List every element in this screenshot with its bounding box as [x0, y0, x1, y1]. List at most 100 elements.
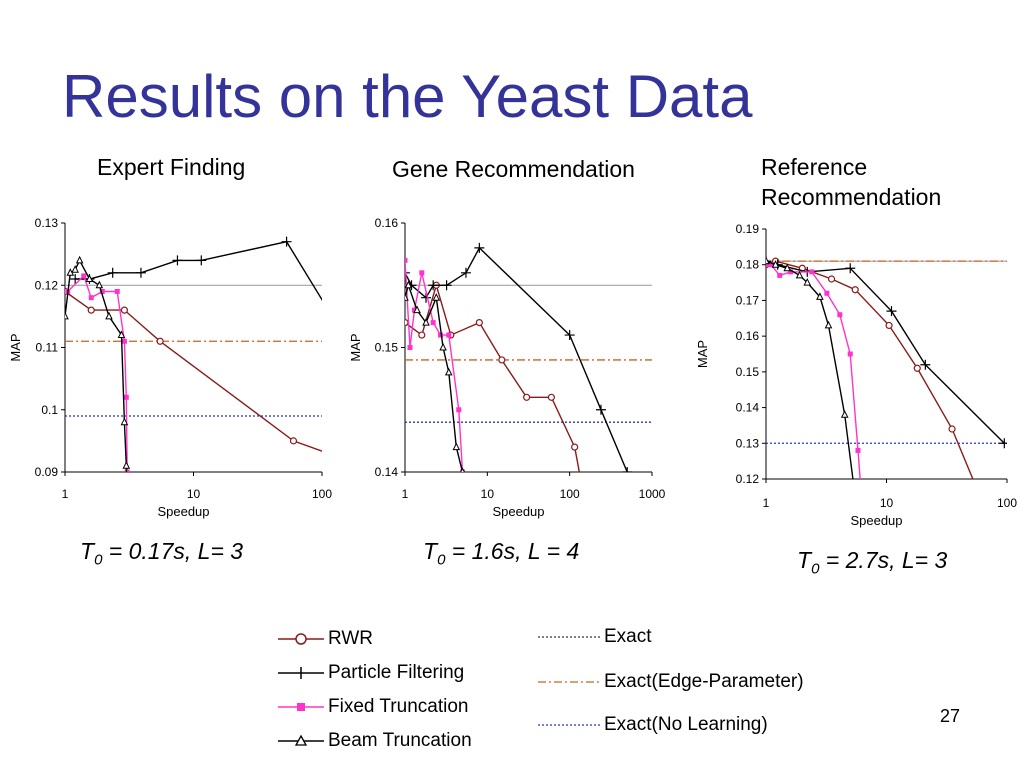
data-point	[120, 417, 129, 426]
series-line	[405, 282, 581, 472]
data-point	[564, 330, 575, 341]
data-point	[847, 351, 853, 357]
y-tick-label: 0.1	[41, 403, 58, 417]
data-point	[622, 467, 633, 472]
data-point	[913, 364, 921, 372]
data-point	[460, 267, 471, 278]
series-rwr	[405, 281, 581, 472]
data-point	[771, 260, 780, 268]
series-pf	[70, 236, 322, 302]
data-point	[87, 306, 95, 314]
legend-item-particle-filtering: Particle Filtering	[278, 661, 464, 685]
series-bt	[405, 280, 465, 472]
y-axis-label: MAP	[8, 333, 23, 361]
data-point	[498, 356, 506, 364]
caption-expert-finding: T0 = 0.17s, L= 3	[80, 538, 244, 569]
y-tick-label: 0.19	[736, 222, 760, 236]
series-bt	[766, 256, 854, 479]
legend-item-beam-truncation: Beam Truncation	[278, 729, 472, 753]
data-point	[70, 274, 81, 285]
data-point	[885, 321, 893, 330]
data-point	[571, 443, 579, 451]
chart-2: 0.12 0.13 0.14 0.15 0.16 0.17 0.18 0.19 1 10 100 Sp…	[695, 222, 1017, 528]
legend-item-rwr: RWR	[278, 627, 373, 651]
data-point	[75, 255, 84, 264]
data-point	[85, 274, 94, 283]
data-point	[124, 469, 130, 472]
legend-line-dotted-icon	[538, 724, 600, 726]
legend-item-fixed-truncation: Fixed Truncation	[278, 695, 468, 719]
data-point	[99, 288, 105, 294]
series-ft	[766, 262, 861, 479]
y-tick-label: 0.13	[736, 436, 760, 450]
data-point	[422, 317, 430, 326]
x-tick-label: 10	[880, 496, 894, 510]
data-point	[196, 255, 207, 266]
data-point	[766, 256, 771, 267]
x-axis-label: Speedup	[492, 504, 544, 519]
x-tick-label: 100	[997, 496, 1017, 510]
data-point	[547, 393, 556, 401]
data-point	[439, 342, 447, 351]
data-point	[107, 267, 118, 278]
legend-label-exact: Exact	[604, 626, 652, 647]
y-tick-label: 0.12	[736, 472, 760, 486]
data-point	[999, 438, 1007, 449]
data-point	[135, 267, 146, 278]
data-point	[845, 263, 856, 274]
data-point	[411, 307, 417, 313]
legend-label-particle-filtering: Particle Filtering	[328, 662, 465, 683]
data-point	[855, 447, 861, 453]
data-point	[441, 280, 452, 291]
x-tick-label: 10	[187, 487, 201, 501]
y-axis-label: MAP	[695, 340, 710, 368]
series-line	[65, 290, 322, 452]
data-point	[121, 338, 127, 344]
x-axis-label: Speedup	[850, 513, 902, 528]
data-point	[405, 267, 410, 278]
data-point	[71, 265, 79, 273]
data-point	[156, 337, 164, 345]
x-tick-label: 1	[402, 487, 409, 501]
data-point	[446, 332, 452, 338]
data-point	[281, 236, 292, 247]
data-point	[803, 277, 812, 286]
legend-marker-triangle-icon	[278, 734, 324, 746]
legend-label-beam-truncation: Beam Truncation	[328, 730, 472, 751]
data-point	[766, 256, 770, 265]
data-point	[523, 393, 531, 401]
data-point	[418, 331, 426, 339]
slide-number: 27	[940, 706, 961, 726]
data-point	[777, 272, 783, 278]
legend-line-dashed-icon	[538, 636, 600, 638]
series-bt	[65, 255, 131, 472]
y-tick-label: 0.14	[736, 401, 760, 415]
x-tick-label: 1	[763, 496, 770, 510]
series-line	[405, 260, 464, 472]
data-point	[419, 270, 425, 276]
y-tick-label: 0.12	[35, 278, 59, 292]
data-point	[783, 263, 792, 272]
y-axis-label: MAP	[348, 333, 363, 361]
slide-title: Results on the Yeast Data	[62, 63, 753, 130]
caption-gene-recommendation: T0 = 1.6s, L = 4	[423, 538, 580, 569]
y-tick-label: 0.15	[736, 365, 760, 379]
legend-item-exact: Exact	[538, 625, 652, 649]
x-tick-label: 100	[560, 487, 580, 501]
data-point	[334, 453, 340, 459]
data-point	[428, 280, 439, 291]
caption-reference-recommendation: T0 = 2.7s, L= 3	[797, 547, 948, 578]
y-tick-label: 0.18	[736, 258, 760, 272]
data-point	[824, 320, 833, 329]
chart-title-expert-finding: Expert Finding	[97, 154, 246, 180]
data-point	[788, 269, 794, 275]
data-point	[405, 293, 409, 301]
data-point	[824, 290, 830, 296]
series-line	[405, 282, 464, 472]
y-tick-label: 0.16	[736, 329, 760, 343]
data-point	[430, 320, 436, 326]
data-point	[438, 332, 444, 338]
chart-title-gene-recommendation: Gene Recommendation	[392, 156, 635, 182]
legend-item-exact-no-learning: Exact(No Learning)	[538, 713, 768, 737]
